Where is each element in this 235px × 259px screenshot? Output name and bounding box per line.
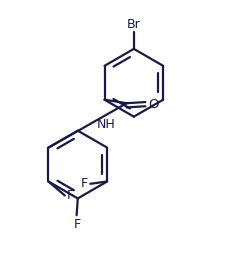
Text: Br: Br <box>127 18 141 31</box>
Text: NH: NH <box>97 118 116 131</box>
Text: F: F <box>67 189 74 202</box>
Text: O: O <box>148 98 159 111</box>
Text: F: F <box>74 218 81 231</box>
Text: F: F <box>80 177 87 190</box>
